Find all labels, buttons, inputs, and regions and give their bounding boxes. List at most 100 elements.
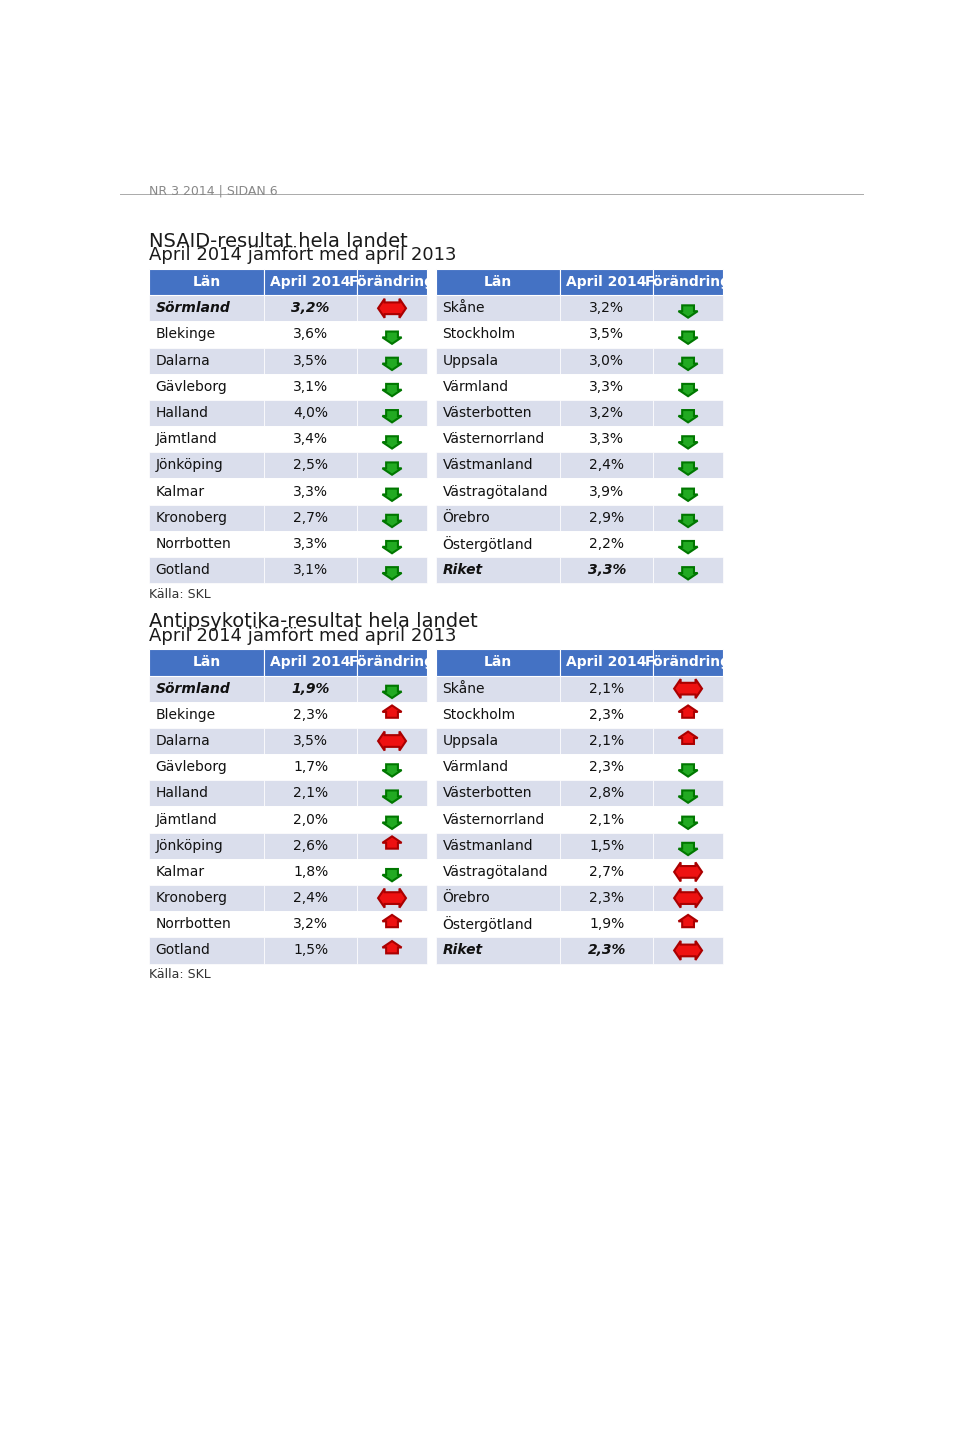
Bar <box>436 781 561 807</box>
Text: 2,8%: 2,8% <box>589 787 624 801</box>
Text: Kalmar: Kalmar <box>156 484 204 499</box>
Bar <box>150 859 264 885</box>
Polygon shape <box>382 706 401 717</box>
Polygon shape <box>378 299 406 318</box>
Bar <box>357 479 427 505</box>
Bar <box>150 701 264 727</box>
Bar <box>357 937 427 963</box>
Bar <box>436 269 561 295</box>
Bar <box>653 701 723 727</box>
Bar <box>357 427 427 453</box>
Polygon shape <box>679 357 698 370</box>
Text: 3,3%: 3,3% <box>293 484 328 499</box>
Bar <box>561 269 653 295</box>
Text: Norrbotten: Norrbotten <box>156 917 231 931</box>
Text: Västernorrland: Västernorrland <box>443 432 544 447</box>
Bar <box>357 701 427 727</box>
Bar <box>264 911 357 937</box>
Bar <box>150 675 264 701</box>
Bar <box>653 295 723 321</box>
Text: Dalarna: Dalarna <box>156 735 210 748</box>
Polygon shape <box>679 843 698 855</box>
Bar <box>264 807 357 833</box>
Text: 3,0%: 3,0% <box>589 354 624 367</box>
Text: Gotland: Gotland <box>156 562 210 577</box>
Text: Förändring: Förändring <box>349 655 435 669</box>
Bar <box>150 937 264 963</box>
Bar <box>561 373 653 401</box>
Bar <box>436 373 561 401</box>
Text: 3,5%: 3,5% <box>293 735 328 748</box>
Text: 3,6%: 3,6% <box>293 327 328 341</box>
Text: Kalmar: Kalmar <box>156 865 204 879</box>
Bar <box>264 755 357 781</box>
Text: 2,3%: 2,3% <box>589 891 624 905</box>
Polygon shape <box>674 862 702 882</box>
Bar <box>561 701 653 727</box>
Text: 3,4%: 3,4% <box>293 432 328 447</box>
Bar <box>357 401 427 427</box>
Bar <box>561 649 653 675</box>
Text: 2,4%: 2,4% <box>293 891 328 905</box>
Bar <box>150 295 264 321</box>
Bar <box>436 295 561 321</box>
Bar <box>150 453 264 479</box>
Bar <box>561 755 653 781</box>
Text: 3,5%: 3,5% <box>293 354 328 367</box>
Bar <box>561 479 653 505</box>
Text: Gotland: Gotland <box>156 943 210 957</box>
Bar <box>264 649 357 675</box>
Bar <box>436 859 561 885</box>
Text: Värmland: Värmland <box>443 761 509 774</box>
Bar <box>150 401 264 427</box>
Text: 2,1%: 2,1% <box>589 735 624 748</box>
Text: Stockholm: Stockholm <box>443 709 516 722</box>
Text: 1,9%: 1,9% <box>292 681 330 696</box>
Text: Uppsala: Uppsala <box>443 354 498 367</box>
Bar <box>436 531 561 557</box>
Bar <box>436 937 561 963</box>
Polygon shape <box>382 685 401 698</box>
Text: Jämtland: Jämtland <box>156 813 217 827</box>
Text: 2,3%: 2,3% <box>589 761 624 774</box>
Text: Västmanland: Västmanland <box>443 458 533 473</box>
Bar <box>653 937 723 963</box>
Polygon shape <box>382 836 401 849</box>
Bar <box>357 911 427 937</box>
Bar <box>264 321 357 347</box>
Text: NSAID-resultat hela landet: NSAID-resultat hela landet <box>150 231 408 250</box>
Bar <box>357 675 427 701</box>
Bar <box>436 479 561 505</box>
Bar <box>436 833 561 859</box>
Bar <box>357 807 427 833</box>
Text: 1,7%: 1,7% <box>293 761 328 774</box>
Bar <box>653 781 723 807</box>
Text: April 2014 jämfört med april 2013: April 2014 jämfört med april 2013 <box>150 246 457 265</box>
Polygon shape <box>382 515 401 528</box>
Polygon shape <box>382 869 401 881</box>
Bar <box>357 557 427 583</box>
Text: Källa: SKL: Källa: SKL <box>150 969 211 982</box>
Polygon shape <box>679 791 698 803</box>
Bar <box>357 295 427 321</box>
Text: Örebro: Örebro <box>443 510 491 525</box>
Text: 3,2%: 3,2% <box>292 301 330 315</box>
Text: 2,1%: 2,1% <box>589 681 624 696</box>
Bar <box>561 833 653 859</box>
Bar <box>150 531 264 557</box>
Bar <box>357 755 427 781</box>
Bar <box>561 295 653 321</box>
Polygon shape <box>679 437 698 448</box>
Polygon shape <box>382 941 401 953</box>
Text: Västmanland: Västmanland <box>443 839 533 853</box>
Bar <box>264 781 357 807</box>
Text: Län: Län <box>193 275 221 289</box>
Text: Örebro: Örebro <box>443 891 491 905</box>
Polygon shape <box>382 541 401 554</box>
Bar <box>653 347 723 373</box>
Text: Gävleborg: Gävleborg <box>156 761 228 774</box>
Bar <box>357 531 427 557</box>
Text: 1,5%: 1,5% <box>589 839 624 853</box>
Text: Östergötland: Östergötland <box>443 917 533 933</box>
Bar <box>561 937 653 963</box>
